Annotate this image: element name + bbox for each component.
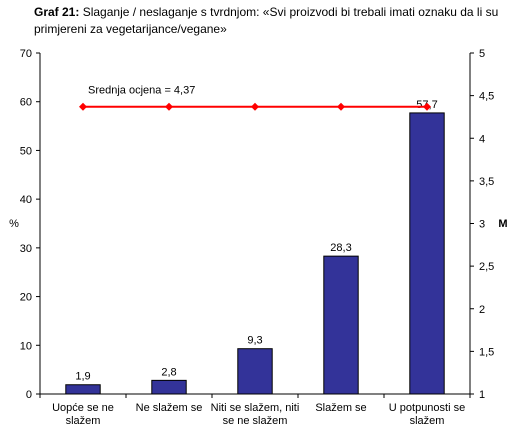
y-axis-label: % (9, 218, 19, 230)
bar (237, 348, 273, 395)
bar-value-label: 28,3 (330, 242, 351, 254)
x-category-label: slažem (410, 415, 445, 427)
y2-tick-label: 4,5 (479, 91, 494, 103)
x-category-label: Niti se slažem, niti (211, 402, 300, 414)
x-category-label: Ne slažem se (136, 402, 203, 414)
y-tick-label: 50 (20, 145, 32, 157)
caption-text: Slaganje / neslaganje s tvrdnjom: «Svi p… (34, 5, 499, 36)
bar-value-label: 1,9 (75, 371, 90, 383)
y2-tick-label: 2,5 (479, 261, 494, 273)
y2-tick-label: 1,5 (479, 346, 494, 358)
x-category-label: Uopće se ne (52, 402, 114, 414)
mean-marker (165, 102, 173, 111)
y2-axis-label: M (498, 218, 507, 230)
x-category-label: slažem (66, 415, 101, 427)
y-tick-label: 0 (26, 389, 32, 401)
x-category-label: U potpunosti se (389, 402, 465, 414)
bar (65, 384, 101, 395)
y2-tick-label: 4 (479, 133, 485, 145)
y2-tick-label: 3,5 (479, 176, 494, 188)
y2-tick-label: 1 (479, 389, 485, 401)
y-tick-label: 30 (20, 243, 32, 255)
mean-marker (251, 102, 259, 111)
bar-value-label: 9,3 (247, 335, 262, 347)
y2-tick-label: 3 (479, 219, 485, 231)
y-tick-label: 10 (20, 340, 32, 352)
bar (409, 112, 445, 395)
mean-marker (337, 102, 345, 111)
mean-marker (79, 102, 87, 111)
x-category-label: se ne slažem (223, 415, 288, 427)
chart-caption: Graf 21: Slaganje / neslaganje s tvrdnjo… (34, 4, 504, 38)
mean-marker (423, 102, 431, 111)
bar (151, 379, 187, 395)
bar-value-label: 2,8 (161, 366, 176, 378)
mean-line-label: Srednja ocjena = 4,37 (88, 85, 195, 97)
y-tick-label: 20 (20, 292, 32, 304)
bar (323, 255, 359, 395)
caption-number: Graf 21: (34, 5, 80, 19)
y-tick-label: 40 (20, 194, 32, 206)
y-tick-label: 70 (20, 48, 32, 60)
y2-tick-label: 2 (479, 304, 485, 316)
x-category-label: Slažem se (315, 402, 366, 414)
y-tick-label: 60 (20, 97, 32, 109)
y2-tick-label: 5 (479, 48, 485, 60)
